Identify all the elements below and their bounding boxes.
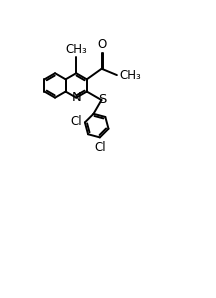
Text: CH₃: CH₃ xyxy=(119,69,141,82)
Text: S: S xyxy=(98,93,107,106)
Text: Cl: Cl xyxy=(94,141,106,154)
Text: Cl: Cl xyxy=(70,115,82,128)
Text: O: O xyxy=(97,38,106,51)
Text: N: N xyxy=(71,91,81,104)
Text: CH₃: CH₃ xyxy=(65,43,87,56)
